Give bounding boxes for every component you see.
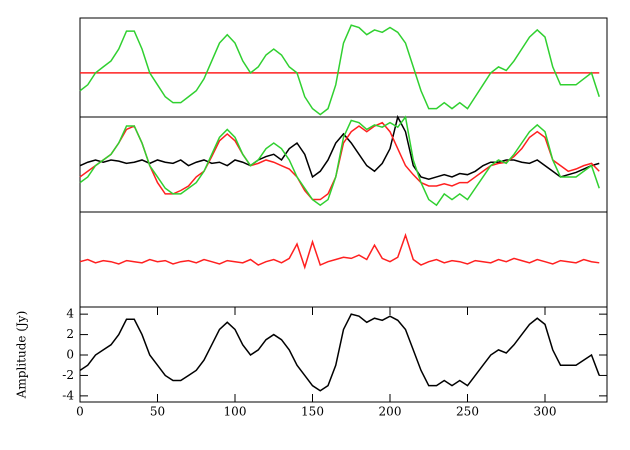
x-tick-label: 200 [379,405,402,419]
plot-frame [79,116,608,213]
data-line [79,232,600,270]
y-tick-label: 4 [66,307,74,321]
y-tick-label: -4 [62,388,74,402]
x-tick-label: 300 [534,405,557,419]
data-line [79,115,600,207]
data-line [79,114,600,180]
x-tick-label: 0 [76,405,84,419]
y-tick-label: 2 [66,327,74,341]
y-axis-label: Amplitude (Jy) [15,311,29,400]
plot-frame [79,17,608,118]
x-tick-label: 100 [224,405,247,419]
data-line [79,121,600,201]
data-line [79,313,600,392]
y-tick-label: -2 [62,368,74,382]
x-tick-label: 50 [150,405,165,419]
plot-frame [79,306,608,403]
x-tick-label: 150 [301,405,324,419]
y-tick-label: 0 [66,348,74,362]
x-tick-label: 250 [456,405,479,419]
plot-frame [79,211,608,308]
data-line [79,24,600,116]
